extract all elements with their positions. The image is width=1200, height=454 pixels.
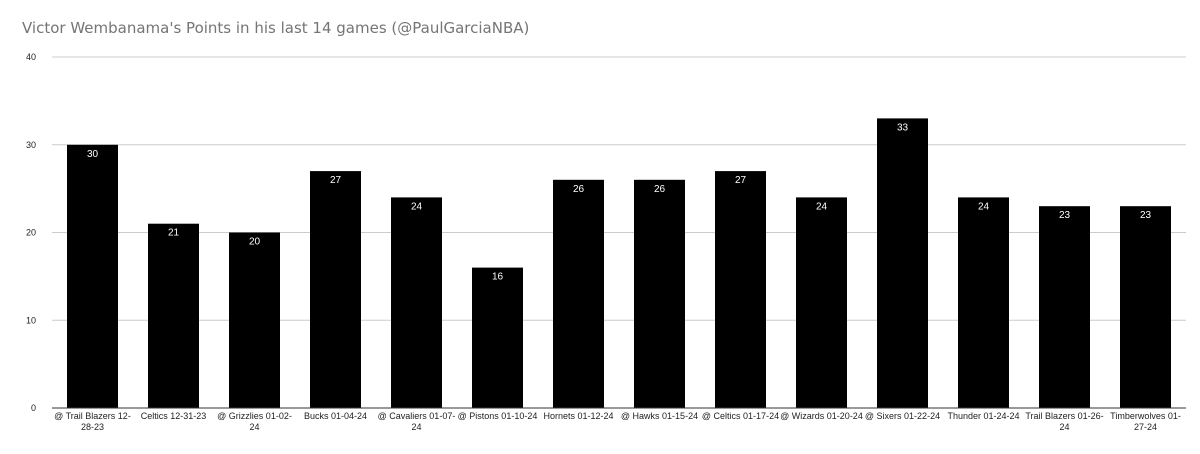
x-category-label: Bucks 01-04-24 xyxy=(304,411,367,421)
x-category-label: @ Grizzlies 01-02-24 xyxy=(217,411,292,432)
y-axis-ticks: 0 10 20 30 40 xyxy=(26,52,36,413)
bar xyxy=(715,171,766,408)
bar xyxy=(148,223,199,408)
x-category-label-line: 24 xyxy=(249,422,259,432)
bar xyxy=(877,118,928,409)
data-label: 33 xyxy=(897,122,909,133)
x-category-label-line: Celtics 12-31-23 xyxy=(141,411,207,421)
data-label: 24 xyxy=(978,201,990,212)
data-label: 26 xyxy=(654,184,666,195)
bars xyxy=(67,118,1171,409)
x-axis-labels: @ Trail Blazers 12-28-23 Celtics 12-31-23… xyxy=(54,411,1181,432)
bar xyxy=(796,197,847,408)
x-category-label-line: @ Trail Blazers 12- xyxy=(54,411,131,421)
bar xyxy=(634,179,685,408)
y-tick-label: 0 xyxy=(31,403,36,413)
bar xyxy=(67,144,118,409)
chart-title: Victor Wembanama's Points in his last 14… xyxy=(22,19,530,37)
x-category-label-line: @ Wizards 01-20-24 xyxy=(780,411,863,421)
x-category-label: Celtics 12-31-23 xyxy=(141,411,207,421)
data-label: 23 xyxy=(1059,210,1071,221)
x-category-label-line: 24 xyxy=(1059,422,1069,432)
x-category-label: @ Pistons 01-10-24 xyxy=(458,411,538,421)
x-category-label: @ Wizards 01-20-24 xyxy=(780,411,863,421)
x-category-label-line: @ Celtics 01-17-24 xyxy=(702,411,779,421)
bar xyxy=(1120,206,1171,408)
data-label: 27 xyxy=(330,175,342,186)
x-category-label: Trail Blazers 01-26-24 xyxy=(1025,411,1103,432)
bar xyxy=(1039,206,1090,408)
x-category-label-line: @ Hawks 01-15-24 xyxy=(621,411,698,421)
data-label: 24 xyxy=(816,201,828,212)
x-category-label-line: Hornets 01-12-24 xyxy=(543,411,613,421)
bar xyxy=(310,171,361,408)
y-tick-label: 20 xyxy=(26,228,36,238)
bar xyxy=(391,197,442,408)
data-label: 21 xyxy=(168,228,180,239)
x-category-label-line: Timberwolves 01- xyxy=(1110,411,1181,421)
x-category-label-line: 27-24 xyxy=(1134,422,1157,432)
data-labels: 30 21 20 27 24 16 26 26 27 24 33 24 23 23 xyxy=(87,122,1152,282)
x-category-label: @ Hawks 01-15-24 xyxy=(621,411,698,421)
data-label: 27 xyxy=(735,175,747,186)
y-tick-label: 30 xyxy=(26,140,36,150)
x-category-label-line: Thunder 01-24-24 xyxy=(947,411,1019,421)
x-category-label: @ Celtics 01-17-24 xyxy=(702,411,779,421)
data-label: 26 xyxy=(573,184,585,195)
x-category-label: Timberwolves 01-27-24 xyxy=(1110,411,1181,432)
bar xyxy=(229,232,280,408)
x-category-label-line: Trail Blazers 01-26- xyxy=(1025,411,1103,421)
x-category-label: @ Trail Blazers 12-28-23 xyxy=(54,411,131,432)
y-tick-label: 10 xyxy=(26,315,36,325)
x-category-label-line: Bucks 01-04-24 xyxy=(304,411,367,421)
x-category-label-line: 28-23 xyxy=(81,422,104,432)
x-category-label-line: 24 xyxy=(411,422,421,432)
x-category-label-line: @ Pistons 01-10-24 xyxy=(458,411,538,421)
x-category-label-line: @ Grizzlies 01-02- xyxy=(217,411,292,421)
x-category-label: @ Sixers 01-22-24 xyxy=(865,411,940,421)
x-category-label-line: @ Sixers 01-22-24 xyxy=(865,411,940,421)
bar xyxy=(472,267,523,408)
bar xyxy=(553,179,604,408)
gridlines xyxy=(52,56,1186,321)
data-label: 30 xyxy=(87,149,99,160)
x-category-label: Hornets 01-12-24 xyxy=(543,411,613,421)
data-label: 16 xyxy=(492,272,504,283)
bar xyxy=(958,197,1009,408)
x-category-label-line: @ Cavaliers 01-07- xyxy=(378,411,456,421)
data-label: 24 xyxy=(411,201,423,212)
data-label: 23 xyxy=(1140,210,1152,221)
data-label: 20 xyxy=(249,237,261,248)
x-category-label: Thunder 01-24-24 xyxy=(947,411,1019,421)
y-tick-label: 40 xyxy=(26,52,36,62)
x-category-label: @ Cavaliers 01-07-24 xyxy=(378,411,456,432)
